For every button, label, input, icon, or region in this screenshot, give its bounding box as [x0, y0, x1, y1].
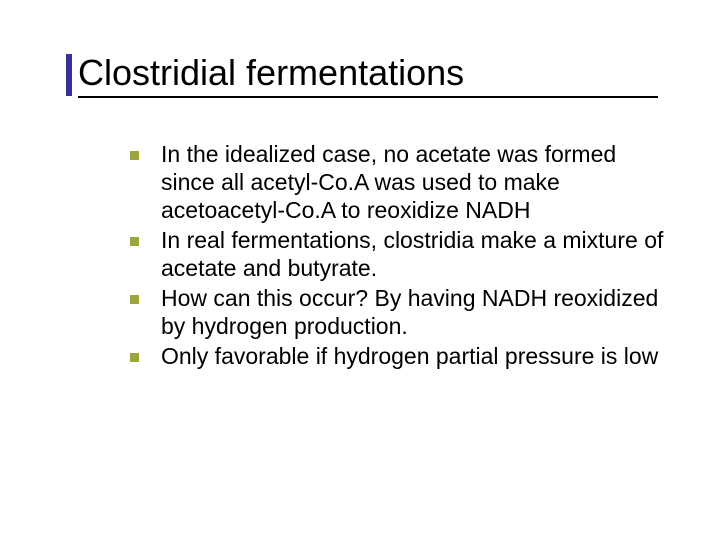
list-item: In the idealized case, no acetate was fo…	[130, 140, 670, 224]
bullet-text: How can this occur? By having NADH reoxi…	[161, 284, 670, 340]
list-item: In real fermentations, clostridia make a…	[130, 226, 670, 282]
list-item: How can this occur? By having NADH reoxi…	[130, 284, 670, 340]
title-accent-bar	[66, 54, 72, 96]
square-bullet-icon	[130, 295, 139, 304]
list-item: Only favorable if hydrogen partial press…	[130, 342, 670, 370]
bullet-text: In the idealized case, no acetate was fo…	[161, 140, 670, 224]
square-bullet-icon	[130, 151, 139, 160]
square-bullet-icon	[130, 353, 139, 362]
bullet-text: In real fermentations, clostridia make a…	[161, 226, 670, 282]
title-block: Clostridial fermentations	[78, 52, 464, 94]
bullet-list: In the idealized case, no acetate was fo…	[130, 140, 670, 372]
title-underline	[78, 96, 658, 98]
square-bullet-icon	[130, 237, 139, 246]
slide: Clostridial fermentations In the idealiz…	[0, 0, 720, 540]
bullet-text: Only favorable if hydrogen partial press…	[161, 342, 670, 370]
slide-title: Clostridial fermentations	[78, 52, 464, 94]
